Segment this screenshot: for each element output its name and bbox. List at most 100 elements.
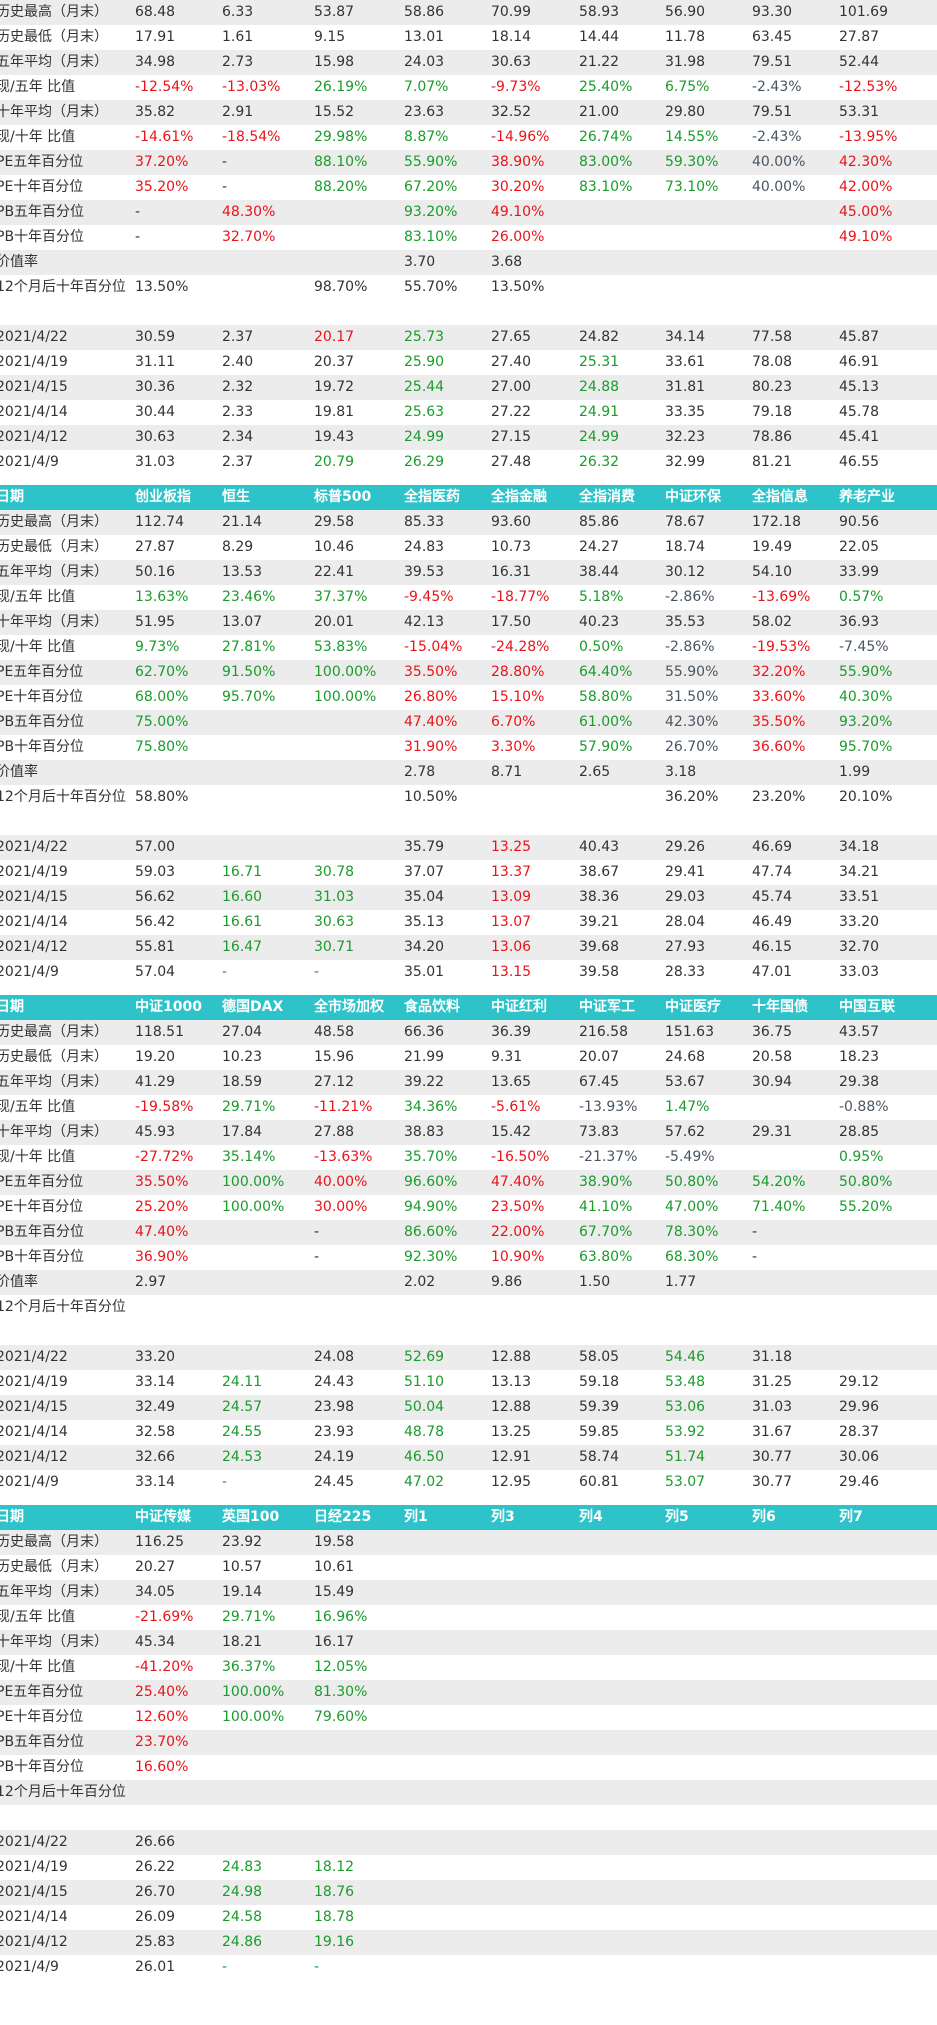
table-cell[interactable]: 26.74% xyxy=(579,129,633,145)
table-cell[interactable]: 98.70% xyxy=(314,279,368,295)
table-cell[interactable]: 16.96% xyxy=(314,1609,368,1625)
table-cell[interactable]: -7.45% xyxy=(839,639,889,655)
table-cell[interactable]: 66.36 xyxy=(404,1024,445,1040)
table-cell[interactable]: 45.34 xyxy=(135,1634,176,1650)
date-cell[interactable]: 2021/4/14 xyxy=(0,914,68,930)
table-cell[interactable]: 32.20% xyxy=(752,664,806,680)
row-label[interactable]: PE五年百分位 xyxy=(0,1684,84,1700)
table-cell[interactable]: 31.11 xyxy=(135,354,176,370)
table-cell[interactable]: 9.31 xyxy=(491,1049,523,1065)
row-label[interactable]: 五年平均（月末） xyxy=(0,54,108,70)
row-label[interactable]: PE五年百分位 xyxy=(0,664,84,680)
table-cell[interactable]: 13.50% xyxy=(491,279,545,295)
table-cell[interactable]: -2.86% xyxy=(665,639,715,655)
table-cell[interactable]: 2.40 xyxy=(222,354,254,370)
table-cell[interactable]: 34.05 xyxy=(135,1584,176,1600)
table-cell[interactable]: 29.80 xyxy=(665,104,706,120)
table-cell[interactable]: 93.30 xyxy=(752,4,793,20)
table-cell[interactable]: 30.44 xyxy=(135,404,176,420)
table-cell[interactable]: 88.10% xyxy=(314,154,368,170)
table-cell[interactable]: 2.37 xyxy=(222,329,254,345)
table-cell[interactable]: 30.63 xyxy=(491,54,532,70)
table-cell[interactable]: 55.90% xyxy=(665,664,719,680)
table-cell[interactable]: 26.70 xyxy=(135,1884,176,1900)
table-cell[interactable]: 13.50% xyxy=(135,279,189,295)
table-cell[interactable]: -2.43% xyxy=(752,79,802,95)
table-cell[interactable]: 21.00 xyxy=(579,104,620,120)
table-cell[interactable]: 27.65 xyxy=(491,329,532,345)
table-cell[interactable]: 7.07% xyxy=(404,79,449,95)
table-cell[interactable]: 79.51 xyxy=(752,54,793,70)
table-cell[interactable]: 15.49 xyxy=(314,1584,355,1600)
table-cell[interactable]: -19.58% xyxy=(135,1099,194,1115)
table-cell[interactable]: -21.69% xyxy=(135,1609,194,1625)
table-cell[interactable]: 26.01 xyxy=(135,1959,176,1975)
header-cell[interactable]: 列5 xyxy=(665,1509,689,1525)
table-cell[interactable]: 34.98 xyxy=(135,54,176,70)
table-cell[interactable]: 12.05% xyxy=(314,1659,368,1675)
table-cell[interactable]: 40.43 xyxy=(579,839,620,855)
table-cell[interactable]: 3.18 xyxy=(665,764,697,780)
table-cell[interactable]: 19.81 xyxy=(314,404,355,420)
table-cell[interactable]: 35.04 xyxy=(404,889,445,905)
table-cell[interactable]: 27.87 xyxy=(839,29,880,45)
table-cell[interactable]: 78.67 xyxy=(665,514,706,530)
table-cell[interactable]: - xyxy=(752,1249,758,1265)
date-cell[interactable]: 2021/4/22 xyxy=(0,839,68,855)
table-cell[interactable]: 52.44 xyxy=(839,54,880,70)
table-cell[interactable]: 27.87 xyxy=(135,539,176,555)
table-cell[interactable]: 26.80% xyxy=(404,689,458,705)
table-cell[interactable]: - xyxy=(222,154,228,170)
row-label[interactable]: 历史最低（月末） xyxy=(0,29,108,45)
table-cell[interactable]: 30.00% xyxy=(314,1199,368,1215)
table-cell[interactable]: 59.03 xyxy=(135,864,176,880)
table-cell[interactable]: 11.78 xyxy=(665,29,706,45)
header-cell[interactable]: 标普500 xyxy=(314,489,372,505)
table-cell[interactable]: 63.45 xyxy=(752,29,793,45)
table-cell[interactable]: 71.40% xyxy=(752,1199,806,1215)
table-cell[interactable]: 67.45 xyxy=(579,1074,620,1090)
table-cell[interactable]: 24.57 xyxy=(222,1399,263,1415)
table-cell[interactable]: 57.90% xyxy=(579,739,633,755)
table-cell[interactable]: 23.50% xyxy=(491,1199,545,1215)
table-cell[interactable]: 151.63 xyxy=(665,1024,714,1040)
header-cell[interactable]: 中证红利 xyxy=(491,999,547,1015)
table-cell[interactable]: 61.00% xyxy=(579,714,633,730)
table-cell[interactable]: 75.00% xyxy=(135,714,189,730)
table-cell[interactable]: 55.70% xyxy=(404,279,458,295)
table-cell[interactable]: 17.91 xyxy=(135,29,176,45)
table-cell[interactable]: 10.23 xyxy=(222,1049,263,1065)
row-label[interactable]: PE五年百分位 xyxy=(0,154,84,170)
table-cell[interactable]: 29.96 xyxy=(839,1399,880,1415)
table-cell[interactable]: 18.76 xyxy=(314,1884,355,1900)
table-cell[interactable]: -19.53% xyxy=(752,639,811,655)
table-cell[interactable]: 43.57 xyxy=(839,1024,880,1040)
table-cell[interactable]: 40.00% xyxy=(752,179,806,195)
table-cell[interactable]: 27.48 xyxy=(491,454,532,470)
table-cell[interactable]: 58.86 xyxy=(404,4,445,20)
date-cell[interactable]: 2021/4/9 xyxy=(0,1959,59,1975)
table-cell[interactable]: 32.58 xyxy=(135,1424,176,1440)
table-cell[interactable]: 55.20% xyxy=(839,1199,893,1215)
table-cell[interactable]: 29.71% xyxy=(222,1609,276,1625)
table-cell[interactable]: 18.78 xyxy=(314,1909,355,1925)
table-cell[interactable]: 1.77 xyxy=(665,1274,697,1290)
table-cell[interactable]: 2.78 xyxy=(404,764,436,780)
table-cell[interactable]: 54.46 xyxy=(665,1349,706,1365)
table-cell[interactable]: 96.60% xyxy=(404,1174,458,1190)
table-cell[interactable]: 25.44 xyxy=(404,379,445,395)
table-cell[interactable]: 13.15 xyxy=(491,964,532,980)
row-label[interactable]: 现/十年 比值 xyxy=(0,1149,76,1165)
table-cell[interactable]: 16.47 xyxy=(222,939,263,955)
table-cell[interactable]: 53.07 xyxy=(665,1474,706,1490)
table-cell[interactable]: 31.81 xyxy=(665,379,706,395)
table-cell[interactable]: 216.58 xyxy=(579,1024,628,1040)
row-label[interactable]: PB十年百分位 xyxy=(0,1759,85,1775)
date-cell[interactable]: 2021/4/15 xyxy=(0,379,68,395)
table-cell[interactable]: 25.31 xyxy=(579,354,620,370)
row-label[interactable]: 历史最低（月末） xyxy=(0,1049,108,1065)
table-cell[interactable]: 24.82 xyxy=(579,329,620,345)
table-cell[interactable]: 30.20% xyxy=(491,179,545,195)
table-cell[interactable]: 59.18 xyxy=(579,1374,620,1390)
table-cell[interactable]: 32.99 xyxy=(665,454,706,470)
